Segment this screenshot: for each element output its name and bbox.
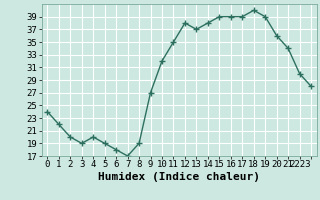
X-axis label: Humidex (Indice chaleur): Humidex (Indice chaleur) bbox=[98, 172, 260, 182]
